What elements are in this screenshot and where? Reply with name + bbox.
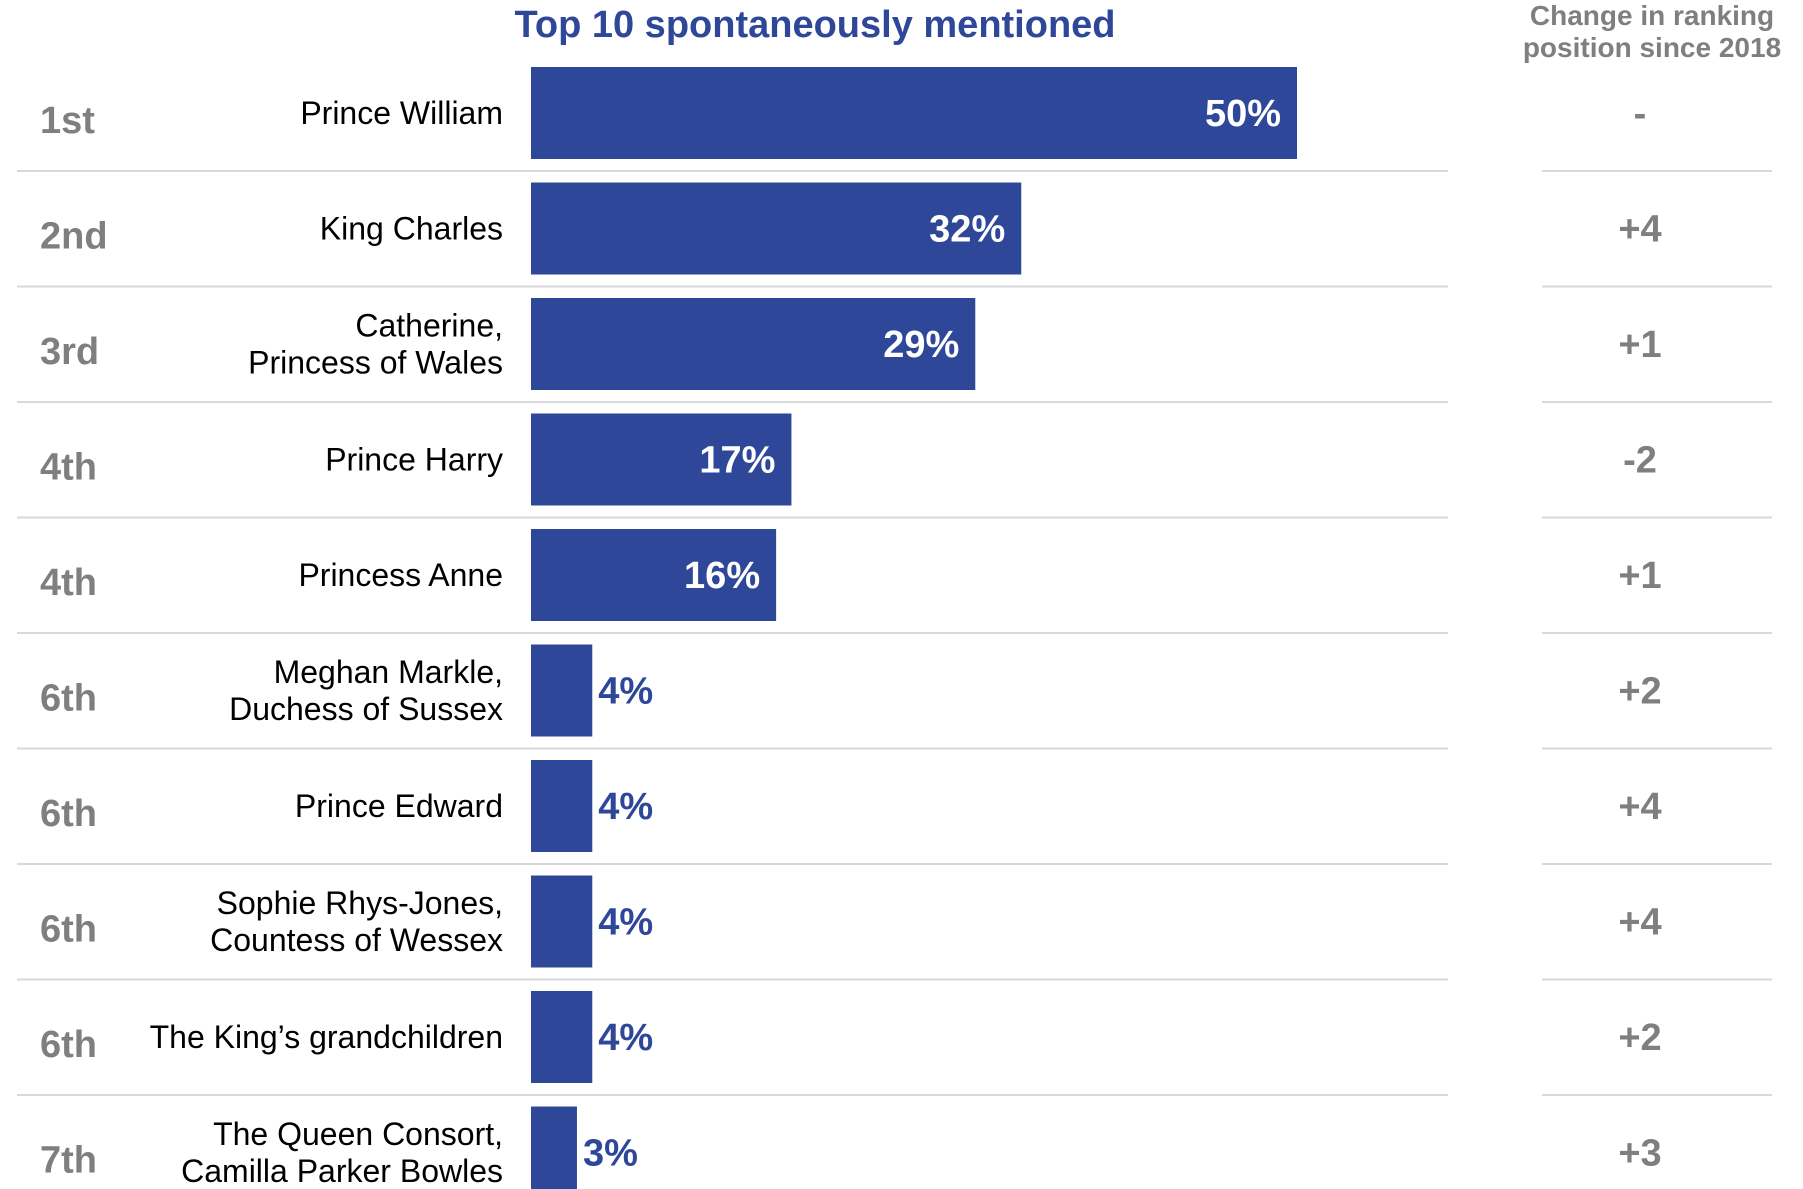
chart-title: Top 10 spontaneously mentioned — [514, 4, 1115, 46]
rank-label: 1st — [40, 100, 95, 142]
member-name-line-2: Princess of Wales — [248, 345, 503, 381]
rank-label: 6th — [40, 793, 97, 835]
ranking-change: +1 — [1618, 555, 1661, 597]
row-2: 2nd King Charles 32% +4 — [17, 182, 1772, 288]
row-9: 6th The King’s grandchildren 4% +2 — [17, 991, 1772, 1096]
row-10: 7th The Queen Consort,Camilla Parker Bowl… — [40, 1106, 1662, 1189]
ranking-change: +3 — [1618, 1133, 1661, 1175]
row-8: 6th Sophie Rhys-Jones,Countess of Wessex 4… — [17, 875, 1772, 981]
value-label: 4% — [598, 1017, 653, 1059]
value-label: 4% — [598, 786, 653, 828]
rank-label: 7th — [40, 1140, 97, 1182]
member-name-line-1: King Charles — [320, 211, 503, 247]
rank-label: 6th — [40, 678, 97, 720]
bar — [531, 67, 1297, 159]
member-name-line-1: Princess Anne — [298, 557, 503, 593]
value-label: 50% — [1205, 93, 1281, 135]
ranking-change: +2 — [1618, 671, 1661, 713]
change-column-header-line-1: Change in ranking — [1530, 0, 1774, 31]
row-6: 6th Meghan Markle,Duchess of Sussex 4% +2 — [17, 644, 1772, 750]
ranking-change: +4 — [1618, 786, 1661, 828]
member-name-line-2: Camilla Parker Bowles — [181, 1153, 503, 1189]
ranking-change: +4 — [1618, 902, 1661, 944]
ranking-change: - — [1634, 93, 1647, 135]
rank-label: 2nd — [40, 216, 108, 258]
bar — [531, 1106, 577, 1189]
row-1: 1st Prince William 50% - — [17, 67, 1772, 172]
value-label: 29% — [883, 324, 959, 366]
ranking-change: +4 — [1618, 209, 1661, 251]
ranking-change: +2 — [1618, 1017, 1661, 1059]
bar — [531, 644, 593, 737]
row-3: 3rd Catherine,Princess of Wales 29% +1 — [17, 298, 1772, 403]
member-name-line-1: Prince Edward — [295, 788, 503, 824]
row-5: 4th Princess Anne 16% +1 — [17, 529, 1772, 634]
bar — [531, 182, 1022, 275]
value-label: 17% — [699, 440, 775, 482]
bar — [531, 298, 976, 390]
member-name-line-1: The Queen Consort, — [213, 1116, 503, 1152]
bar — [531, 760, 593, 852]
value-label: 16% — [684, 555, 760, 597]
rank-label: 6th — [40, 1024, 97, 1066]
value-label: 4% — [598, 902, 653, 944]
chart-rows: 1st Prince William 50% - 2nd King Charles 32% +… — [17, 67, 1772, 1189]
ranking-change: +1 — [1618, 324, 1661, 366]
member-name-line-2: Countess of Wessex — [210, 922, 503, 958]
ranking-change: -2 — [1623, 440, 1657, 482]
member-name-line-1: Sophie Rhys-Jones, — [217, 885, 503, 921]
value-label: 4% — [598, 671, 653, 713]
rank-label: 4th — [40, 447, 97, 489]
bar — [531, 413, 792, 506]
member-name-line-1: Prince Harry — [325, 442, 503, 478]
member-name-line-1: The King’s grandchildren — [150, 1019, 503, 1055]
change-column-header-line-2: position since 2018 — [1523, 32, 1781, 63]
row-7: 6th Prince Edward 4% +4 — [17, 760, 1772, 865]
member-name-line-1: Meghan Markle, — [274, 654, 503, 690]
bar — [531, 529, 777, 621]
member-name-line-2: Duchess of Sussex — [229, 691, 503, 727]
rank-label: 3rd — [40, 331, 99, 373]
bar — [531, 875, 593, 968]
member-name-line-1: Prince William — [300, 95, 503, 131]
value-label: 3% — [583, 1133, 638, 1175]
rank-label: 4th — [40, 562, 97, 604]
row-4: 4th Prince Harry 17% -2 — [17, 413, 1772, 519]
value-label: 32% — [929, 209, 1005, 251]
bar — [531, 991, 593, 1083]
rank-label: 6th — [40, 909, 97, 951]
member-name-line-1: Catherine, — [355, 308, 503, 344]
